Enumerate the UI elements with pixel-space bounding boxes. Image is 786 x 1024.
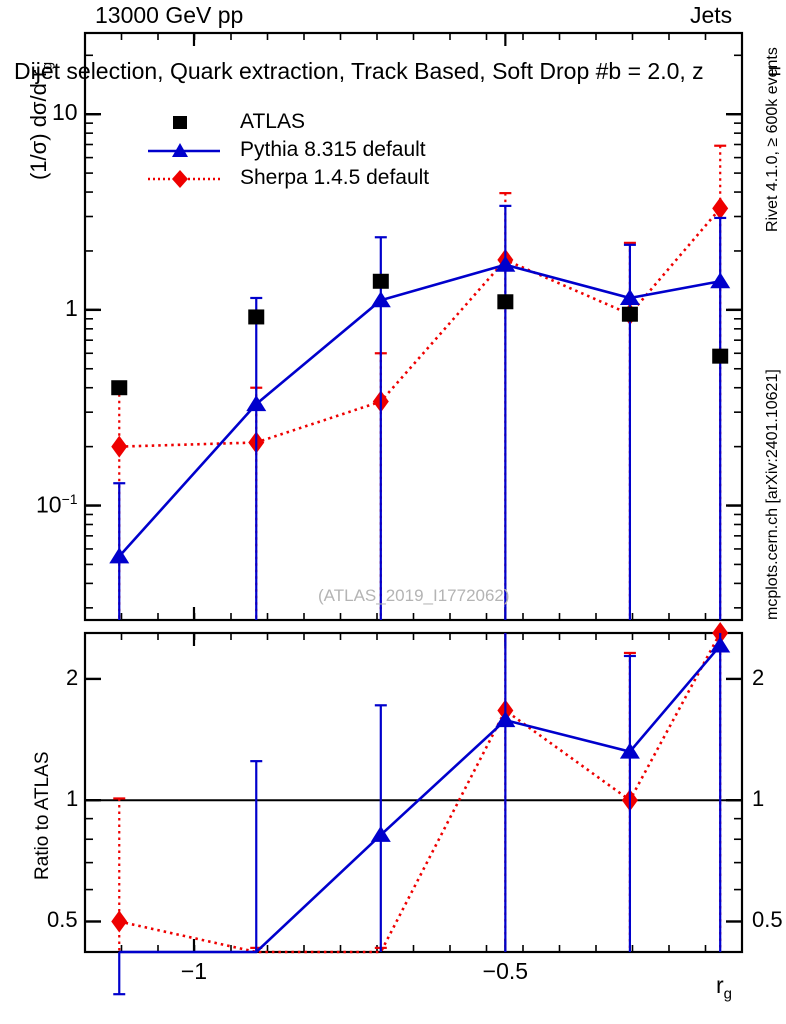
data-point-square [497,294,514,310]
xlabel-sub: g [723,985,733,1003]
legend-label: ATLAS [240,110,305,133]
y-tick-label-main-0: 10 [52,99,78,126]
data-point-square [111,380,128,396]
y-tick-label-ratio-left-1: 1 [66,786,79,812]
y-tick-label-ratio-right-0: 2 [752,664,765,690]
series-line-pythia [119,644,722,954]
x-tick-label-0: −1 [180,958,208,984]
ratio-frame [83,631,744,954]
data-point-square [248,309,265,325]
data-point-diamond [712,197,729,220]
legend-marker-atlas [173,116,187,129]
x-tick-label-1: −0.5 [482,958,529,984]
data-point-triangle [710,636,731,653]
series-line-sherpa [118,632,722,954]
data-point-triangle [619,288,640,305]
legend-entry: Pythia 8.315 default [140,136,440,164]
data-point-triangle [495,711,516,728]
main-panel [83,31,744,622]
legend-marker-sherpa [148,170,220,188]
y-tick-label-ratio-left-0: 2 [66,664,79,690]
legend-label: Sherpa 1.4.5 default [240,166,430,189]
data-point-triangle [495,255,516,272]
y-tick-label-ratio-right-1: 1 [752,786,765,812]
header-left-label: 13000 GeV pp [95,2,244,28]
page-title: Dijet selection, Quark extraction, Track… [14,58,704,85]
legend-marker-pythia [148,143,220,157]
y-tick-label-main-1: 1 [65,294,78,321]
xlabel: rg [716,972,732,1003]
watermark: (ATLAS_2019_I1772062) [318,586,510,605]
y-tick-label-main-2: 10−1 [36,490,78,518]
data-point-square [712,348,729,364]
legend-entry: ATLAS [140,108,440,136]
page-title-tail: = [768,58,782,84]
data-point-diamond [111,910,128,933]
y-tick-label-ratio-left-2: 0.5 [47,907,78,933]
series-line-pythia [118,263,721,558]
y-tick-label-ratio-right-2: 0.5 [752,907,783,933]
data-point-triangle [246,395,267,412]
data-point-triangle [619,742,640,759]
page-title-text: Dijet selection, Quark extraction, Track… [14,58,704,84]
legend-entry: Sherpa 1.4.5 default [140,164,440,192]
data-point-triangle [109,547,130,564]
data-point-triangle [370,291,391,308]
header-right-label: Jets [690,2,733,28]
data-point-triangle [370,825,391,842]
legend-label: Pythia 8.315 default [240,138,426,161]
data-point-diamond [111,435,128,458]
data-point-square [621,306,638,322]
data-point-square [372,273,389,289]
legend: ATLAS Pythia 8.315 default Sherpa 1.4.5 … [140,108,440,192]
ratio-ylabel: Ratio to ATLAS [32,751,53,881]
data-point-triangle [710,272,731,289]
xlabel-text: r [716,972,724,998]
